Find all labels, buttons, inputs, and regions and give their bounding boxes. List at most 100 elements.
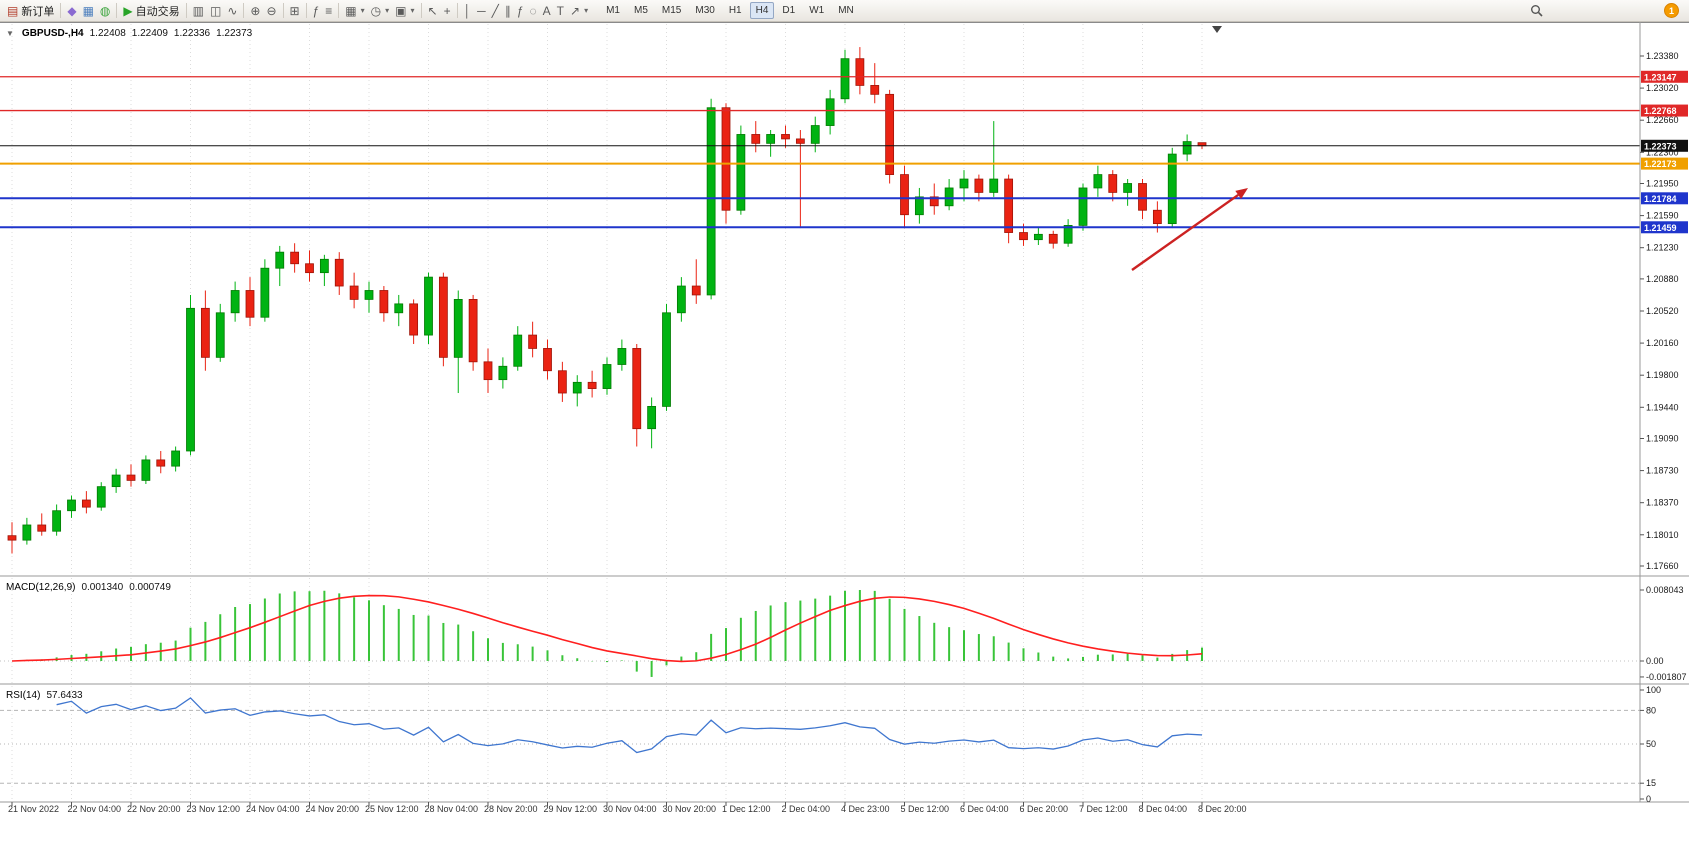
templates-button[interactable]: ▣ ▾ <box>392 2 417 20</box>
price-badge <box>1641 192 1688 205</box>
svg-text:0.00: 0.00 <box>1646 656 1664 666</box>
trendline-button[interactable]: ╱ <box>489 2 502 20</box>
channel-button[interactable]: ∥ <box>502 2 514 20</box>
timeframe-button-h4[interactable]: H4 <box>749 2 775 19</box>
one-click-trading-toggle[interactable]: ▼ <box>6 29 14 38</box>
zoom-out-button[interactable]: ⊖ <box>263 2 279 20</box>
svg-text:24 Nov 04:00: 24 Nov 04:00 <box>246 804 300 814</box>
chevron-down-icon: ▾ <box>360 6 365 15</box>
svg-text:1.20160: 1.20160 <box>1646 338 1679 348</box>
chart-window: 1.23380 1.23020 1.22660 1.22300 1.21950 1.215… <box>0 22 1689 860</box>
autotrading-button-label: 自动交易 <box>135 5 180 18</box>
candle-body <box>676 285 686 314</box>
profiles-button[interactable]: ◷ ▾ <box>368 2 393 20</box>
timeframe-button-h1[interactable]: H1 <box>728 5 742 16</box>
chart-low-value: 1.22336 <box>173 28 211 39</box>
tile-windows-icon: ⊞ <box>289 3 300 18</box>
line-chart-button[interactable]: ∿ <box>224 2 240 20</box>
arrows-button[interactable]: ↗ ▾ <box>567 2 591 20</box>
indicators-button[interactable]: ƒ <box>310 2 323 20</box>
candlestick-chart-icon: ◫ <box>209 3 222 18</box>
candle-body <box>795 138 805 144</box>
chart-symbol-label: GBPUSD-,H4 <box>21 28 84 39</box>
toolbar-group-divider <box>456 3 458 18</box>
rsi-title: RSI(14) <box>6 690 41 701</box>
candle-body <box>1167 153 1177 225</box>
new-chart-button[interactable]: ▦ ▾ <box>342 2 367 20</box>
candle-body <box>171 450 181 467</box>
vertical-line-icon: │ <box>463 3 472 18</box>
shapes-icon: ◌ <box>529 3 537 18</box>
trend-arrow-annotation[interactable] <box>1131 188 1248 271</box>
svg-text:1.19800: 1.19800 <box>1646 370 1679 380</box>
toolbar-right: 1 <box>1527 2 1685 20</box>
candlestick-chart-button[interactable]: ◫ <box>207 2 224 20</box>
autotrading-button[interactable]: ▶ 自动交易 <box>120 2 182 20</box>
svg-text:22 Nov 20:00: 22 Nov 20:00 <box>127 804 181 814</box>
svg-text:0.008043: 0.008043 <box>1646 585 1684 595</box>
toolbar-group-divider <box>185 3 187 18</box>
candle-body <box>810 125 820 144</box>
timeframe-button-m15[interactable]: M15 <box>661 5 682 16</box>
search-button[interactable] <box>1527 2 1546 20</box>
candle-body <box>394 303 404 314</box>
terminal-icon: ▦ <box>82 3 94 18</box>
price-chart-canvas[interactable]: 1.23380 1.23020 1.22660 1.22300 1.21950 1.215… <box>0 22 1689 860</box>
vertical-line-button[interactable]: │ <box>461 2 475 20</box>
indicator-list-icon: ≡ <box>325 3 333 18</box>
channel-icon: ∥ <box>504 3 511 18</box>
rsi-indicator-label: RSI(14) 57.6433 <box>6 690 83 701</box>
fibonacci-button[interactable]: ƒ <box>514 2 527 20</box>
cursor-button[interactable]: ↖ <box>425 2 441 20</box>
line-chart-icon: ∿ <box>227 3 238 18</box>
trendline-icon: ╱ <box>491 3 499 18</box>
svg-text:1.23147: 1.23147 <box>1644 72 1677 82</box>
metaeditor-button[interactable]: ◆ <box>64 2 79 20</box>
horizontal-line-button[interactable]: ─ <box>474 2 489 20</box>
svg-text:1.19440: 1.19440 <box>1646 402 1679 412</box>
candlestick-series <box>7 47 1207 554</box>
svg-text:1.21230: 1.21230 <box>1646 243 1679 253</box>
candle-body <box>483 361 493 381</box>
candle-body <box>914 196 924 216</box>
indicator-list-button[interactable]: ≡ <box>322 2 335 20</box>
svg-text:1.21950: 1.21950 <box>1646 178 1679 188</box>
tile-windows-button[interactable]: ⊞ <box>287 2 303 20</box>
templates-icon: ▣ <box>395 3 407 18</box>
timeframe-button-m5[interactable]: M5 <box>634 5 648 16</box>
zoom-in-button[interactable]: ⊕ <box>247 2 263 20</box>
shapes-button[interactable]: ◌ <box>527 2 540 20</box>
price-badge <box>1641 157 1688 170</box>
candle-body <box>974 178 984 193</box>
toolbar-group-divider <box>243 3 245 18</box>
text-label-button[interactable]: T <box>554 2 567 20</box>
bar-chart-button[interactable]: ▥ <box>190 2 207 20</box>
notification-badge[interactable]: 1 <box>1664 3 1679 18</box>
candle-body <box>349 285 359 300</box>
candle-body <box>1152 209 1162 225</box>
macd-indicator-label: MACD(12,26,9) 0.001340 0.000749 <box>6 582 171 593</box>
candle-body <box>691 285 701 296</box>
chevron-down-icon: ▾ <box>584 6 589 15</box>
candle-body <box>572 381 582 394</box>
text-icon: A <box>542 3 551 18</box>
candle-body <box>319 258 329 274</box>
timeframe-button-m1[interactable]: M1 <box>606 5 620 16</box>
svg-text:24 Nov 20:00: 24 Nov 20:00 <box>306 804 360 814</box>
crosshair-button[interactable]: + <box>441 2 454 20</box>
text-button[interactable]: A <box>540 2 554 20</box>
terminal-button[interactable]: ▦ <box>80 2 97 20</box>
candle-body <box>1123 183 1133 193</box>
chart-header: ▼ GBPUSD-,H4 1.22408 1.22409 1.22336 1.2… <box>6 28 252 39</box>
timeframe-button-m30[interactable]: M30 <box>695 5 715 16</box>
text-label-icon: T <box>556 3 565 18</box>
timeframe-button-d1[interactable]: D1 <box>782 5 796 16</box>
svg-text:1.19090: 1.19090 <box>1646 433 1679 443</box>
timeframe-button-mn[interactable]: MN <box>838 5 854 16</box>
chart-shift-marker[interactable] <box>1212 26 1222 33</box>
strategy-tester-button[interactable]: ◍ <box>97 2 113 20</box>
candle-body <box>989 178 999 193</box>
timeframe-button-w1[interactable]: W1 <box>809 5 825 16</box>
new-order-button[interactable]: ▤ 新订单 <box>4 2 57 20</box>
macd-signal-line <box>11 594 1203 663</box>
